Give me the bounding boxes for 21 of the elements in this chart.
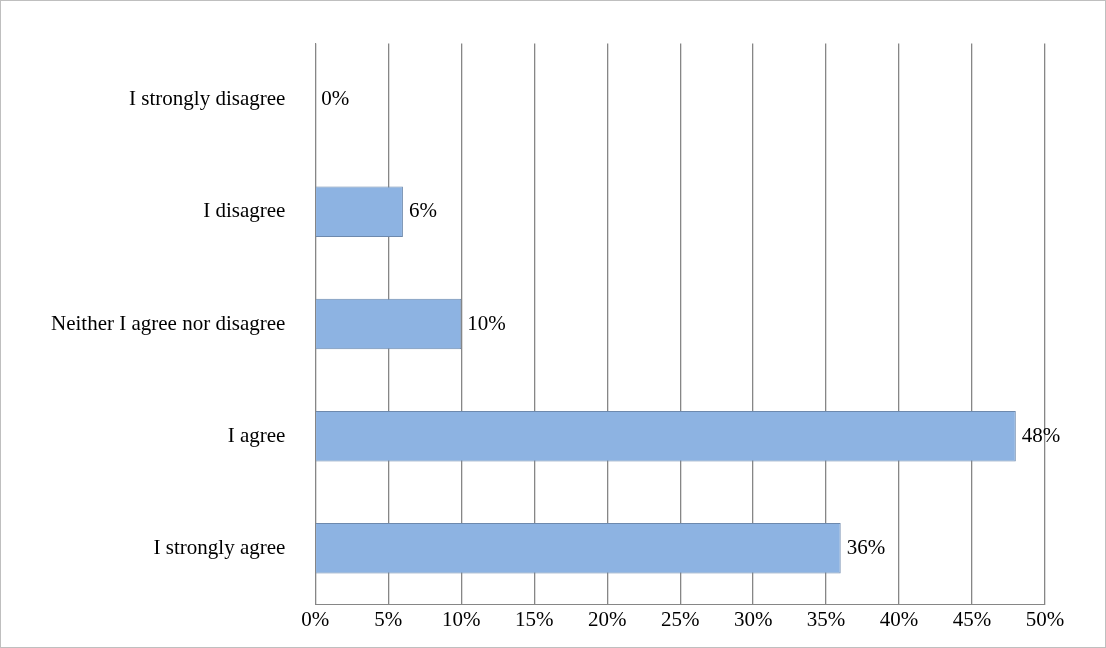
data-label: 0% (321, 86, 350, 111)
x-tick-label: 30% (733, 606, 773, 631)
x-tick-label: 5% (374, 606, 403, 631)
x-tick-label: 35% (806, 606, 846, 631)
data-label: 10% (467, 310, 506, 335)
x-tick-label: 45% (952, 606, 992, 631)
x-tick-label: 20% (587, 606, 627, 631)
y-tick-label: I agree (227, 422, 286, 447)
x-tick-label: 15% (515, 606, 554, 631)
x-tick-label: 50% (1025, 606, 1065, 631)
x-tick-label: 10% (442, 606, 481, 631)
y-tick-label: I strongly disagree (129, 86, 286, 111)
data-label: 48% (1021, 422, 1061, 447)
data-label: 6% (408, 198, 437, 223)
x-tick-label: 25% (660, 606, 700, 631)
x-tick-label: 40% (879, 606, 919, 631)
y-tick-label: I disagree (203, 198, 286, 223)
y-tick-label: Neither I agree nor disagree (51, 310, 286, 335)
data-label: 36% (846, 534, 886, 559)
y-tick-label: I strongly agree (153, 534, 286, 559)
x-tick-label: 0% (301, 606, 330, 631)
